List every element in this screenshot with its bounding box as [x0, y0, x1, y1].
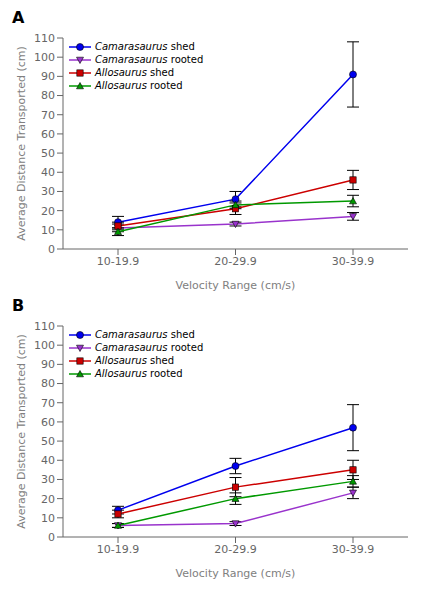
svg-text:20: 20 [41, 205, 55, 218]
svg-text:Average Distance Transported (: Average Distance Transported (cm) [15, 46, 28, 240]
svg-text:70: 70 [41, 397, 55, 410]
svg-text:10: 10 [41, 512, 55, 525]
svg-text:10: 10 [41, 224, 55, 237]
svg-text:0: 0 [48, 531, 55, 544]
html-text:Camarasaurus shed: Camarasaurus shed [95, 329, 195, 340]
svg-text:50: 50 [41, 435, 55, 448]
svg-text:30-39.9: 30-39.9 [332, 543, 374, 556]
svg-text:80: 80 [41, 89, 55, 102]
svg-text:0: 0 [48, 243, 55, 256]
svg-text:40: 40 [41, 166, 55, 179]
svg-text:30-39.9: 30-39.9 [332, 255, 374, 268]
svg-text:10-19.9: 10-19.9 [97, 543, 139, 556]
svg-text:30: 30 [41, 473, 55, 486]
html-text:Allosaurus rooted: Allosaurus rooted [95, 80, 183, 91]
svg-text:Velocity Range (cm/s): Velocity Range (cm/s) [176, 567, 296, 580]
svg-text:110: 110 [34, 32, 55, 45]
svg-text:90: 90 [41, 358, 55, 371]
html-text:Allosaurus shed: Allosaurus shed [95, 67, 175, 78]
svg-text:30: 30 [41, 185, 55, 198]
html-text:B: B [12, 296, 25, 315]
svg-text:Velocity Range (cm/s): Velocity Range (cm/s) [176, 279, 296, 292]
svg-text:20-29.9: 20-29.9 [214, 543, 256, 556]
svg-text:110: 110 [34, 320, 55, 333]
html-text:Allosaurus rooted: Allosaurus rooted [95, 368, 183, 379]
svg-text:90: 90 [41, 70, 55, 83]
html-text:Camarasaurus shed: Camarasaurus shed [95, 41, 195, 52]
svg-text:60: 60 [41, 416, 55, 429]
html-text:Camarasaurus rooted: Camarasaurus rooted [95, 342, 204, 353]
html-text:A: A [12, 8, 25, 27]
svg-text:40: 40 [41, 454, 55, 467]
html-text:Camarasaurus rooted: Camarasaurus rooted [95, 54, 204, 65]
svg-text:Average Distance Transported (: Average Distance Transported (cm) [15, 334, 28, 528]
svg-text:70: 70 [41, 109, 55, 122]
svg-text:20-29.9: 20-29.9 [214, 255, 256, 268]
svg-text:10-19.9: 10-19.9 [97, 255, 139, 268]
svg-text:80: 80 [41, 377, 55, 390]
svg-text:100: 100 [34, 339, 55, 352]
svg-text:100: 100 [34, 51, 55, 64]
html-text:Allosaurus shed: Allosaurus shed [95, 355, 175, 366]
svg-text:50: 50 [41, 147, 55, 160]
svg-text:20: 20 [41, 493, 55, 506]
svg-text:60: 60 [41, 128, 55, 141]
